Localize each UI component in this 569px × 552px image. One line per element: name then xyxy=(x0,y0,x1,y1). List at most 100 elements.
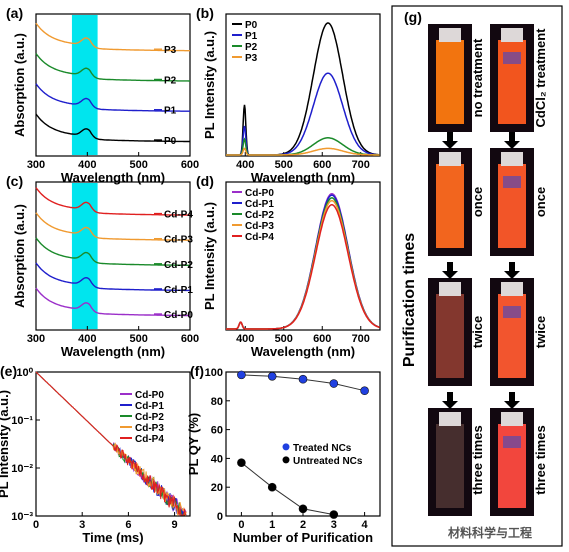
arrow-head xyxy=(442,141,458,149)
legend-entry: Treated NCs xyxy=(293,443,352,454)
vial-cap xyxy=(439,28,461,42)
series-line-Cd-P0 xyxy=(35,287,190,317)
series-line-P2 xyxy=(35,53,190,82)
x-tick-label: 6 xyxy=(125,519,131,531)
x-tick-label: 600 xyxy=(313,159,331,171)
legend-entry: Cd-P0 xyxy=(135,390,164,401)
data-point xyxy=(360,386,369,396)
y-tick-label: 10⁻² xyxy=(11,463,33,475)
series-label: Cd-P3 xyxy=(164,235,193,246)
series-line-P2 xyxy=(226,137,380,156)
panel-label: (b) xyxy=(196,5,214,21)
down-arrow-icon xyxy=(504,392,520,409)
x-axis-label: Wavelength (nm) xyxy=(61,170,165,185)
panel-e: 0 3 6 9 10⁰ 10⁻¹ 10⁻² 10⁻³ Cd-P0Cd-P1Cd-P2Cd-P3C… xyxy=(0,363,191,545)
legend-entry: P1 xyxy=(245,31,258,42)
series-line-P0 xyxy=(35,113,190,143)
vial-violet xyxy=(503,52,521,64)
arrow-head xyxy=(504,271,520,279)
legend-marker xyxy=(282,456,290,464)
x-tick-label: 600 xyxy=(181,159,199,171)
x-axis-label: Wavelength (nm) xyxy=(61,344,165,359)
series-line-P1 xyxy=(35,83,190,112)
label-row-right: three times xyxy=(533,425,548,494)
vial-cap xyxy=(439,282,461,296)
vial-liquid xyxy=(436,164,464,248)
panel-label: (g) xyxy=(404,9,422,25)
x-tick-label: 600 xyxy=(181,333,199,345)
legend-entry: Cd-P4 xyxy=(135,434,164,445)
data-point xyxy=(267,372,277,381)
arrow-head xyxy=(504,141,520,149)
vial-violet xyxy=(503,176,521,188)
series-label: Cd-P0 xyxy=(164,310,193,321)
down-arrow-icon xyxy=(442,132,458,149)
arrow-head xyxy=(442,401,458,409)
data-point xyxy=(267,482,277,492)
series-label: Cd-P1 xyxy=(164,285,193,296)
x-tick-label: 500 xyxy=(129,159,147,171)
data-point xyxy=(329,379,339,388)
down-arrow-icon xyxy=(504,262,520,279)
vial-photo xyxy=(428,408,472,516)
arrow-shaft xyxy=(447,132,453,142)
x-tick-label: 400 xyxy=(78,159,96,171)
series-line-Untreated NCs xyxy=(241,462,334,516)
vial-violet xyxy=(503,436,521,448)
x-tick-label: 1 xyxy=(269,519,275,531)
label-row-right: once xyxy=(533,187,548,217)
y-tick-label: 80 xyxy=(211,396,223,408)
x-tick-label: 9 xyxy=(172,519,178,531)
down-arrow-icon xyxy=(504,132,520,149)
plot-frame xyxy=(35,13,191,157)
panel-g-title: Purification times xyxy=(401,233,418,367)
legend-entry: Cd-P4 xyxy=(245,232,274,243)
legend-entry: Cd-P1 xyxy=(135,401,164,412)
vial-photo xyxy=(490,278,534,386)
vial-cap xyxy=(439,152,461,166)
legend-entry: Cd-P1 xyxy=(245,199,274,210)
x-tick-label: 3 xyxy=(331,519,337,531)
label-row-left: once xyxy=(470,187,485,217)
data-point xyxy=(298,374,308,384)
legend-entry: Cd-P2 xyxy=(245,210,274,221)
panel-label: (f) xyxy=(190,363,204,379)
panel-g-frame xyxy=(391,5,563,547)
panel-label: (c) xyxy=(6,173,23,189)
panel-a: 300 400 500 600 P0 P1 P2 P3 (a) Wavelength (nm) Ab… xyxy=(6,5,199,185)
label-row-left: three times xyxy=(470,425,485,494)
label-no-treatment: no treatment xyxy=(470,38,485,117)
y-tick-label: 40 xyxy=(211,453,223,465)
series-label: P0 xyxy=(164,136,177,147)
vial-liquid xyxy=(436,424,464,508)
plot-frame xyxy=(225,181,381,331)
x-tick-label: 500 xyxy=(275,159,293,171)
x-tick-label: 0 xyxy=(238,519,244,531)
plot-frame xyxy=(35,181,191,331)
series-line-P1 xyxy=(226,72,380,156)
arrow-shaft xyxy=(447,392,453,402)
arrow-shaft xyxy=(509,392,515,402)
y-tick-label: 20 xyxy=(211,482,223,494)
vial-cap xyxy=(501,28,523,42)
vial-liquid xyxy=(436,294,464,378)
x-tick-label: 300 xyxy=(27,333,45,345)
y-tick-label: 10⁻¹ xyxy=(11,415,33,427)
down-arrow-icon xyxy=(442,392,458,409)
x-tick-label: 400 xyxy=(78,333,96,345)
data-point xyxy=(329,510,339,519)
arrow-head xyxy=(442,271,458,279)
plot-frame xyxy=(225,13,381,157)
series-label: Cd-P2 xyxy=(164,260,193,271)
vial-photo xyxy=(428,278,472,386)
legend-entry: Cd-P3 xyxy=(135,423,164,434)
arrow-shaft xyxy=(509,262,515,272)
series-label: Cd-P4 xyxy=(164,210,193,221)
series-label: P2 xyxy=(164,75,177,86)
legend-entry: Untreated NCs xyxy=(293,456,363,467)
label-cdcl2-treatment: CdCl₂ treatment xyxy=(533,28,548,128)
x-axis-label: Number of Purification xyxy=(233,530,373,545)
panel-label: (e) xyxy=(0,363,17,379)
